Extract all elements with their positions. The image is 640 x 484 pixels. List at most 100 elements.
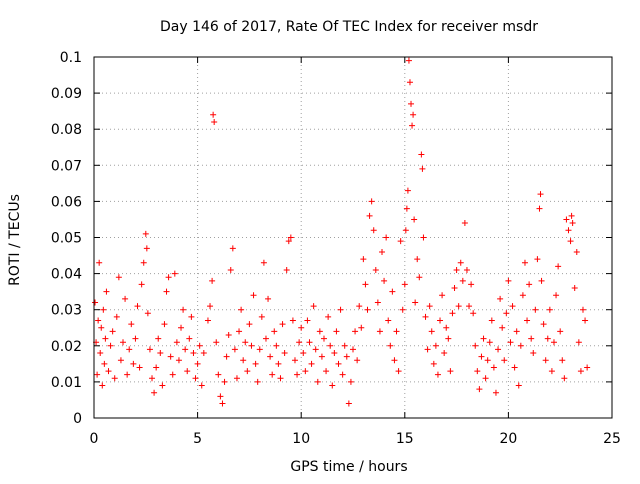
data-point	[370, 227, 377, 234]
data-point	[497, 295, 504, 302]
data-point	[352, 328, 359, 335]
data-point	[383, 234, 390, 241]
data-point	[132, 335, 139, 342]
x-tick-label: 15	[396, 431, 414, 447]
data-point	[329, 382, 336, 389]
data-point	[178, 324, 185, 331]
data-point	[567, 238, 574, 245]
data-point	[530, 350, 537, 357]
data-point	[499, 324, 506, 331]
data-point	[573, 248, 580, 255]
data-point	[105, 368, 112, 375]
data-point	[198, 382, 205, 389]
data-point	[153, 364, 160, 371]
data-point	[171, 270, 178, 277]
data-point	[155, 335, 162, 342]
data-point	[111, 375, 118, 382]
data-point	[318, 353, 325, 360]
x-tick-label: 20	[499, 431, 517, 447]
data-point	[233, 375, 240, 382]
data-point	[405, 57, 412, 64]
data-point	[227, 266, 234, 273]
data-point	[209, 277, 216, 284]
data-point	[568, 212, 575, 219]
data-point	[219, 400, 226, 407]
data-point	[316, 328, 323, 335]
data-point	[368, 198, 375, 205]
data-point	[414, 256, 421, 263]
data-point	[92, 299, 99, 306]
data-point	[275, 360, 282, 367]
data-point	[397, 238, 404, 245]
data-point	[439, 292, 446, 299]
data-point	[379, 248, 386, 255]
y-tick-label: 0.08	[51, 122, 82, 138]
y-tick-label: 0.03	[51, 303, 82, 319]
data-point	[144, 310, 151, 317]
x-tick-label: 25	[603, 431, 621, 447]
data-point	[376, 328, 383, 335]
data-point	[231, 346, 238, 353]
data-point	[122, 295, 129, 302]
data-point	[165, 274, 172, 281]
data-point	[115, 274, 122, 281]
grid-layer	[94, 57, 612, 418]
data-point	[289, 317, 296, 324]
data-point	[426, 303, 433, 310]
data-point	[488, 317, 495, 324]
data-point	[314, 378, 321, 385]
data-point	[273, 342, 280, 349]
y-tick-label: 0	[73, 411, 82, 427]
data-point	[424, 346, 431, 353]
data-point	[381, 277, 388, 284]
data-point	[312, 346, 319, 353]
data-point	[385, 317, 392, 324]
data-point	[238, 306, 245, 313]
data-point	[192, 375, 199, 382]
x-tick-label: 0	[90, 431, 99, 447]
data-point	[157, 350, 164, 357]
data-point	[420, 234, 427, 241]
data-point	[437, 317, 444, 324]
data-point	[327, 342, 334, 349]
data-point	[565, 227, 572, 234]
data-point	[182, 346, 189, 353]
data-point	[445, 335, 452, 342]
data-point	[422, 313, 429, 320]
data-point	[482, 375, 489, 382]
data-point	[537, 191, 544, 198]
data-point	[236, 328, 243, 335]
data-point	[447, 368, 454, 375]
data-point	[246, 321, 253, 328]
data-point	[434, 371, 441, 378]
data-point	[277, 375, 284, 382]
data-point	[505, 277, 512, 284]
y-tick-labels: 0 0.01 0.02 0.03 0.04 0.05 0.06 0.07 0.08 0.09 0.1	[51, 50, 82, 427]
data-point	[347, 378, 354, 385]
data-point	[184, 368, 191, 375]
data-point	[511, 364, 518, 371]
data-point	[300, 350, 307, 357]
data-point	[279, 321, 286, 328]
data-point	[534, 256, 541, 263]
x-tick-labels: 0 5 10 15 20 25	[90, 431, 621, 447]
data-point	[404, 187, 411, 194]
data-point	[399, 306, 406, 313]
data-point	[225, 331, 232, 338]
data-point	[138, 281, 145, 288]
data-point	[167, 353, 174, 360]
data-point	[186, 335, 193, 342]
data-point	[463, 266, 470, 273]
data-point	[509, 303, 516, 310]
x-axis-label: GPS time / hours	[290, 459, 407, 475]
data-point	[294, 371, 301, 378]
data-point	[335, 360, 342, 367]
data-point	[584, 364, 591, 371]
data-point	[291, 357, 298, 364]
data-point	[149, 375, 156, 382]
data-point	[223, 353, 230, 360]
data-point	[163, 288, 170, 295]
data-point	[430, 360, 437, 367]
data-point	[325, 313, 332, 320]
data-point	[563, 216, 570, 223]
